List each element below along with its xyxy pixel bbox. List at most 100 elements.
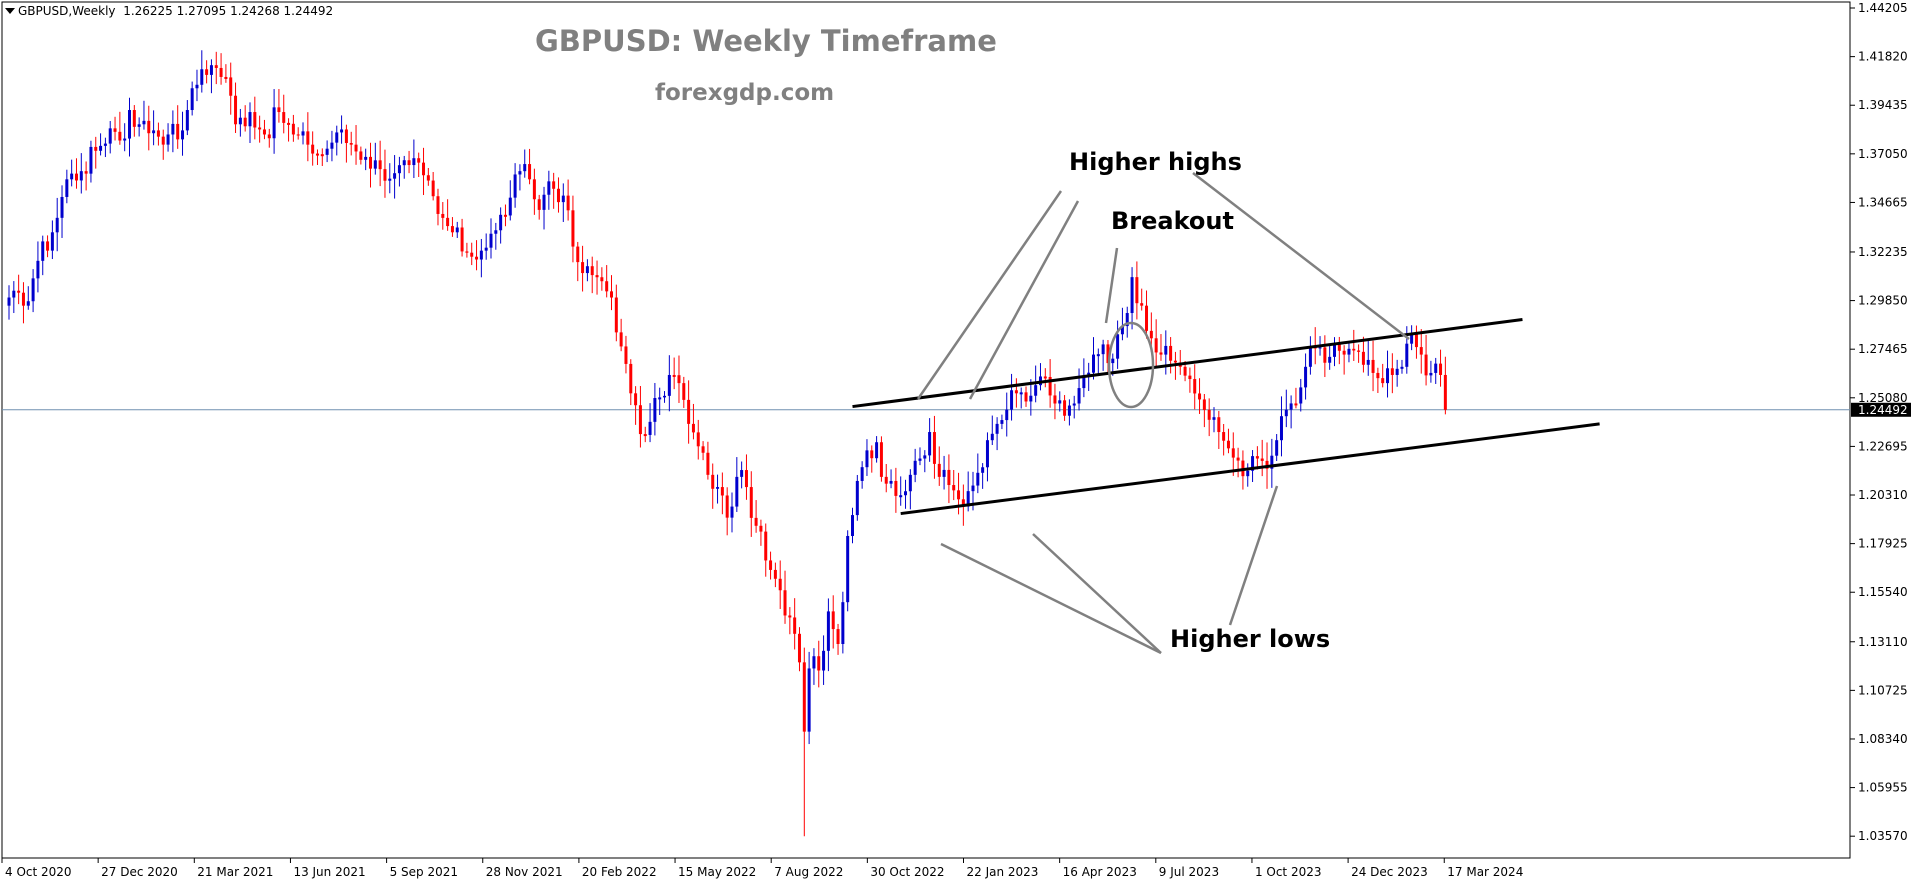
candle-body: [773, 569, 777, 579]
candle-body: [1342, 350, 1346, 355]
candle-body: [301, 131, 305, 136]
y-tick-label: 1.08340: [1858, 732, 1908, 746]
candle-body: [431, 180, 435, 197]
annotation-arrow: [1032, 533, 1162, 654]
y-tick-label: 1.39435: [1858, 98, 1908, 112]
candle-body: [26, 301, 30, 306]
candle-body: [181, 130, 185, 140]
candle: [576, 241, 580, 282]
candle: [185, 100, 189, 136]
candle-body: [450, 226, 454, 233]
candle: [1366, 340, 1370, 376]
candle: [282, 94, 286, 134]
candle: [1226, 428, 1230, 454]
candle-body: [812, 656, 816, 669]
open-value: 1.26225: [123, 4, 173, 18]
candle-body: [687, 399, 691, 424]
candle-body: [397, 165, 401, 174]
candle: [209, 59, 213, 94]
candle-body: [648, 421, 652, 435]
candle: [1038, 363, 1042, 391]
candle: [1337, 336, 1341, 365]
candle: [1029, 379, 1033, 416]
candle-body: [706, 452, 710, 475]
candle: [1299, 378, 1303, 412]
candle: [537, 194, 541, 220]
candle: [1275, 434, 1279, 461]
candle: [701, 441, 705, 461]
candle-body: [484, 247, 488, 251]
candle: [152, 110, 156, 146]
breakout-label: Breakout: [1111, 207, 1234, 235]
candle: [1010, 373, 1014, 421]
candle-body: [470, 252, 474, 257]
candle: [46, 235, 50, 258]
x-tick-label: 5 Sep 2021: [390, 865, 458, 879]
candle-body: [494, 230, 498, 234]
candle: [436, 188, 440, 226]
candle: [547, 170, 551, 210]
candle-body: [60, 196, 64, 218]
candle: [224, 64, 228, 83]
candle: [1019, 387, 1023, 409]
candle: [272, 89, 276, 154]
candle: [836, 623, 840, 655]
candle-body: [1183, 366, 1187, 376]
candle-body: [937, 463, 941, 477]
candle-body: [566, 195, 570, 211]
candle: [812, 648, 816, 685]
candle-body: [1414, 334, 1418, 348]
candle: [1279, 396, 1283, 457]
candle-body: [1294, 403, 1298, 406]
candle-body: [1169, 345, 1173, 361]
candle-body: [653, 398, 657, 422]
y-tick-label: 1.27465: [1858, 342, 1908, 356]
x-tick-label: 28 Nov 2021: [486, 865, 563, 879]
y-tick-label: 1.22695: [1858, 439, 1908, 453]
candle: [441, 202, 445, 230]
candle: [89, 140, 93, 183]
plot-border: [1, 1, 1851, 859]
candle-body: [503, 214, 507, 217]
y-tick-label: 1.37050: [1858, 147, 1908, 161]
candle: [932, 415, 936, 479]
x-tick-label: 27 Dec 2020: [101, 865, 178, 879]
candle-body: [1106, 344, 1110, 364]
candle-body: [1212, 417, 1216, 420]
candle-body: [1053, 395, 1057, 404]
candle: [234, 82, 238, 133]
candle: [243, 105, 247, 132]
candle-body: [1347, 348, 1351, 355]
candle: [373, 142, 377, 175]
candle-body: [1072, 403, 1076, 406]
candle-body: [185, 110, 189, 131]
candle-body: [1357, 350, 1361, 352]
candle-body: [311, 144, 315, 154]
candle: [807, 651, 811, 745]
candle: [277, 89, 281, 123]
y-tick-label: 1.05955: [1858, 781, 1908, 795]
chart-menu-icon[interactable]: [5, 8, 15, 14]
candle-body: [31, 278, 35, 302]
candle-body: [542, 194, 546, 210]
candle-body: [1154, 338, 1158, 353]
candle: [556, 177, 560, 213]
candle-body: [908, 474, 912, 492]
candle-body: [195, 84, 199, 89]
candle: [1260, 439, 1264, 477]
candle-body: [1130, 277, 1134, 314]
candle-body: [1270, 455, 1274, 469]
candle: [1125, 306, 1129, 338]
candle-body: [802, 662, 806, 732]
candle-body: [1145, 305, 1149, 331]
candle-body: [1135, 277, 1139, 304]
candle-body: [894, 480, 898, 496]
candle-body: [142, 120, 146, 125]
candle-body: [248, 112, 252, 127]
candle-body: [778, 578, 782, 591]
candle-body: [855, 480, 859, 516]
candle: [1159, 334, 1163, 361]
candle-body: [831, 611, 835, 630]
candle: [1067, 399, 1071, 426]
